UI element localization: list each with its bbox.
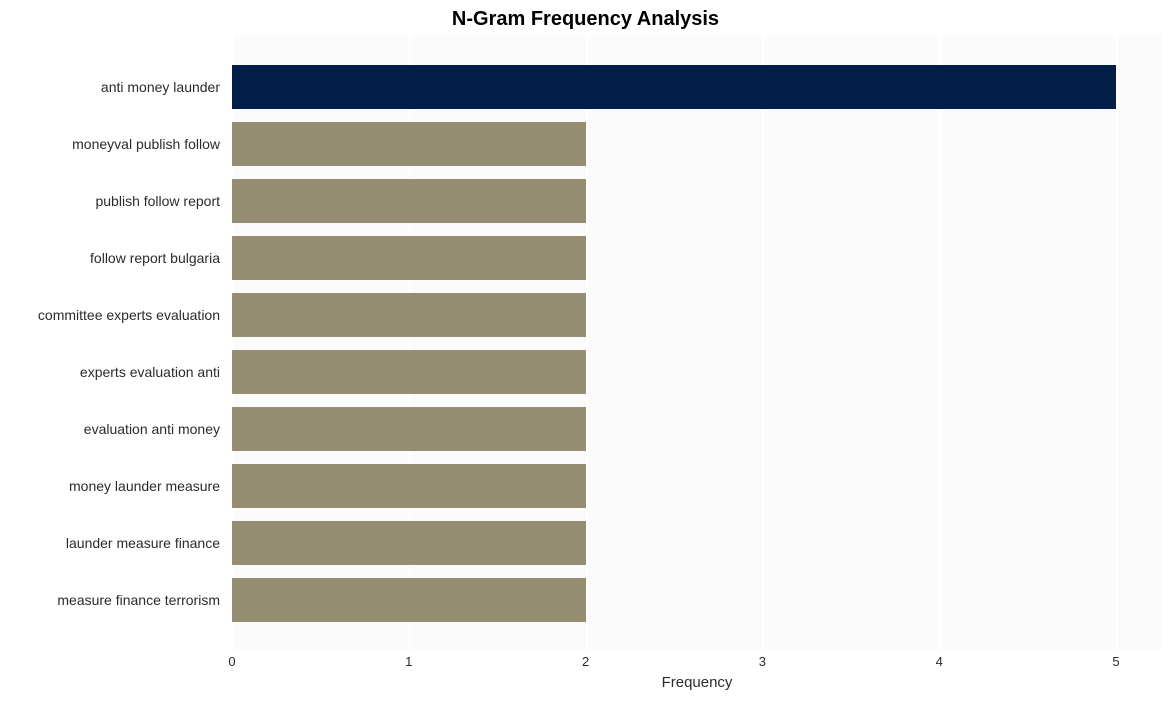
bar [232,350,586,394]
x-axis-title: Frequency [232,674,1162,691]
grid-line [762,35,764,650]
bar [232,293,586,337]
y-tick-label: money launder measure [0,464,220,508]
chart-title: N-Gram Frequency Analysis [0,8,1171,31]
y-tick-label: launder measure finance [0,521,220,565]
bar [232,464,586,508]
y-tick-label: committee experts evaluation [0,293,220,337]
y-tick-label: evaluation anti money [0,407,220,451]
bar [232,122,586,166]
y-tick-label: publish follow report [0,179,220,223]
x-tick-label: 1 [405,654,412,669]
bar [232,407,586,451]
x-tick-label: 3 [759,654,766,669]
bar [232,521,586,565]
x-tick-label: 4 [936,654,943,669]
x-tick-label: 5 [1112,654,1119,669]
bar [232,65,1116,109]
y-tick-label: anti money launder [0,65,220,109]
x-tick-label: 2 [582,654,589,669]
y-tick-label: experts evaluation anti [0,350,220,394]
ngram-frequency-chart: N-Gram Frequency Analysis Frequency 0 1 2 3… [0,0,1171,701]
y-tick-label: follow report bulgaria [0,236,220,280]
bar [232,578,586,622]
grid-line [939,35,941,650]
bar [232,179,586,223]
x-tick-label: 0 [228,654,235,669]
bar [232,236,586,280]
y-tick-label: moneyval publish follow [0,122,220,166]
grid-line [1116,35,1118,650]
grid-line [586,35,588,650]
y-tick-label: measure finance terrorism [0,578,220,622]
plot-area [232,35,1162,650]
